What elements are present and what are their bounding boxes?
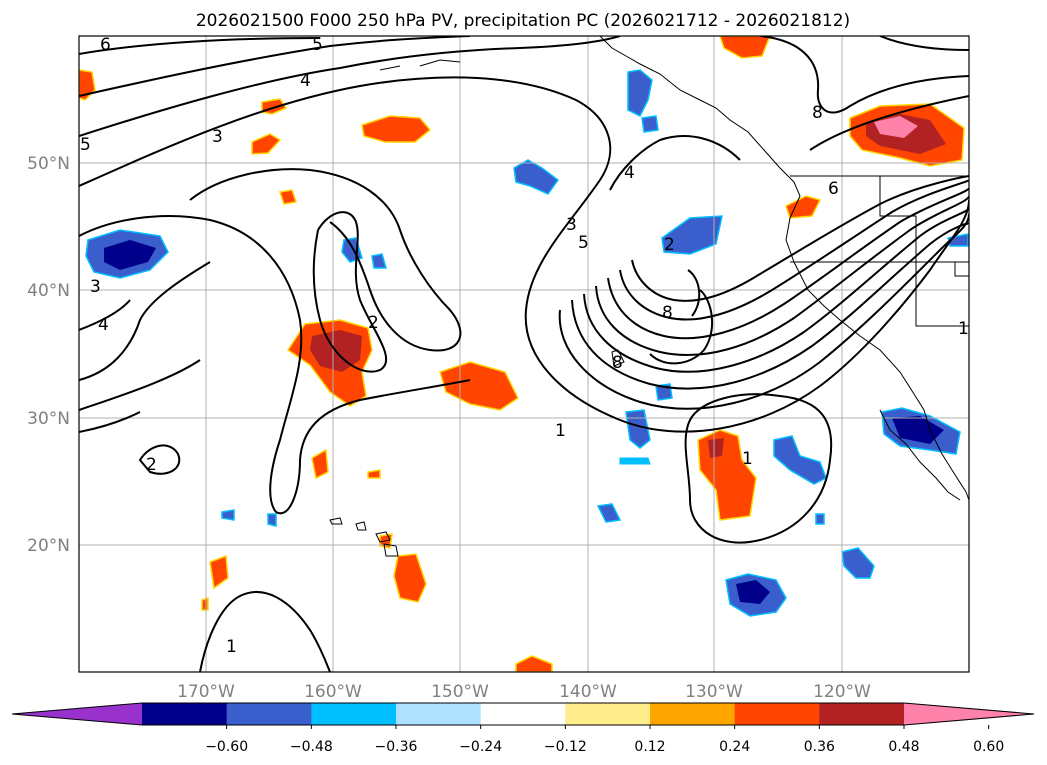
colorbar-tick-label: 0.60 bbox=[973, 739, 1004, 755]
contour-label: 8 bbox=[662, 303, 673, 323]
precip-positive-area bbox=[515, 655, 553, 672]
precip-negative-area bbox=[371, 253, 387, 269]
contour-label: 6 bbox=[828, 179, 839, 199]
lat-label: 40°N bbox=[27, 281, 70, 301]
lon-label: 140°W bbox=[559, 682, 617, 702]
contour-label: 1 bbox=[226, 637, 237, 657]
colorbar-segment bbox=[819, 703, 905, 725]
colorbar-tick-labels: −0.60 −0.48 −0.36 −0.24 −0.12 0.12 0.24 0.36 0.4… bbox=[205, 725, 1004, 755]
precip-positive-area bbox=[785, 195, 822, 219]
colorbar-segment bbox=[565, 703, 651, 725]
longitude-labels: 170°W 160°W 150°W 140°W 130°W 120°W bbox=[177, 682, 871, 702]
precip-positive-area bbox=[719, 36, 771, 59]
precip-strong-negative-area bbox=[736, 580, 770, 604]
precip-negative-area bbox=[267, 513, 277, 527]
contour-label: 2 bbox=[368, 313, 379, 333]
precip-strong-negative-area bbox=[892, 416, 944, 444]
contour-label: 8 bbox=[812, 103, 823, 123]
colorbar-segment bbox=[480, 703, 566, 725]
precip-positive-area bbox=[697, 429, 757, 521]
coastlines bbox=[329, 36, 969, 557]
precip-positive-area bbox=[311, 448, 329, 480]
lat-label: 50°N bbox=[27, 154, 70, 174]
contour-label: 4 bbox=[98, 315, 109, 335]
figure-title: 2026021500 F000 250 hPa PV, precipitatio… bbox=[196, 11, 850, 31]
contour-label: 4 bbox=[300, 71, 311, 91]
colorbar-extend-min bbox=[12, 703, 142, 725]
precip-positive-area bbox=[251, 133, 282, 155]
precip-negative-shading bbox=[85, 69, 969, 617]
map-area: 6 5 4 3 5 3 4 2 1 2 1 4 3 5 8 8 8 6 1 1 … bbox=[79, 35, 969, 672]
colorbar-segment bbox=[226, 703, 312, 725]
precip-negative-area bbox=[513, 159, 560, 195]
lon-label: 120°W bbox=[813, 682, 871, 702]
precip-positive-area bbox=[261, 98, 288, 115]
precip-positive-area bbox=[367, 469, 381, 479]
colorbar-segment bbox=[734, 703, 820, 725]
lat-label: 30°N bbox=[27, 409, 70, 429]
lon-label: 150°W bbox=[431, 682, 489, 702]
colorbar-tick-label: −0.60 bbox=[205, 739, 248, 755]
contour-label: 1 bbox=[958, 319, 969, 339]
precip-negative-area bbox=[641, 115, 659, 133]
precip-negative-area bbox=[841, 547, 875, 579]
contour-label: 6 bbox=[100, 35, 111, 55]
precip-positive-area bbox=[201, 596, 209, 611]
precip-negative-area bbox=[625, 409, 651, 449]
colorbar-tick-label: −0.24 bbox=[459, 739, 502, 755]
contour-label: 1 bbox=[555, 421, 566, 441]
colorbar-tick-label: −0.12 bbox=[544, 739, 587, 755]
contour-label: 3 bbox=[566, 215, 577, 235]
contour-label: 3 bbox=[90, 277, 101, 297]
precip-negative-area bbox=[773, 435, 827, 485]
colorbar-tick-label: −0.36 bbox=[375, 739, 418, 755]
colorbar-extend-max bbox=[904, 703, 1034, 725]
contour-label: 5 bbox=[578, 233, 589, 253]
lat-label: 20°N bbox=[27, 536, 70, 556]
colorbar-segment bbox=[396, 703, 482, 725]
precip-negative-area bbox=[221, 509, 235, 521]
lon-label: 170°W bbox=[177, 682, 235, 702]
colorbar-outline bbox=[11, 702, 1035, 726]
contour-label: 5 bbox=[80, 135, 91, 155]
latitude-labels: 50°N 40°N 30°N 20°N bbox=[27, 154, 70, 556]
colorbar bbox=[11, 702, 1035, 726]
colorbar-segment bbox=[650, 703, 736, 725]
contour-label: 2 bbox=[146, 455, 157, 475]
precip-strong-area bbox=[708, 438, 724, 458]
contour-label: 3 bbox=[212, 127, 223, 147]
precip-positive-area bbox=[439, 361, 519, 411]
colorbar-segment bbox=[311, 703, 397, 725]
lon-label: 130°W bbox=[685, 682, 743, 702]
colorbar-tick-label: 0.48 bbox=[888, 739, 919, 755]
map-frame bbox=[78, 35, 970, 673]
contour-label: 2 bbox=[664, 235, 675, 255]
precip-positive-area bbox=[209, 554, 229, 590]
precip-positive-area bbox=[393, 553, 427, 603]
lon-label: 160°W bbox=[304, 682, 362, 702]
contour-label: 5 bbox=[312, 35, 323, 55]
colorbar-segment bbox=[142, 703, 228, 725]
precip-extreme-area bbox=[874, 116, 918, 138]
pv-contour-labels: 6 5 4 3 5 3 4 2 1 2 1 4 3 5 8 8 8 6 1 1 … bbox=[80, 35, 969, 657]
colorbar-tick-label: −0.48 bbox=[290, 739, 333, 755]
precip-negative-area bbox=[619, 457, 651, 465]
colorbar-tick-label: 0.24 bbox=[719, 739, 750, 755]
precip-negative-area bbox=[661, 215, 723, 255]
contour-label: 8 bbox=[612, 353, 623, 373]
precip-negative-area bbox=[627, 69, 653, 118]
map-gridlines bbox=[79, 36, 969, 672]
contour-label: 4 bbox=[624, 163, 635, 183]
precip-positive-area bbox=[361, 115, 432, 143]
pv-contours bbox=[79, 36, 969, 672]
precip-shading bbox=[79, 36, 965, 672]
precip-strong-negative-area bbox=[104, 240, 156, 270]
precip-negative-area bbox=[815, 513, 825, 525]
contour-label: 1 bbox=[742, 449, 753, 469]
colorbar-tick-label: 0.36 bbox=[804, 739, 835, 755]
colorbar-tick-label: 0.12 bbox=[634, 739, 665, 755]
precip-positive-area bbox=[279, 189, 297, 205]
precip-negative-area bbox=[596, 503, 622, 523]
